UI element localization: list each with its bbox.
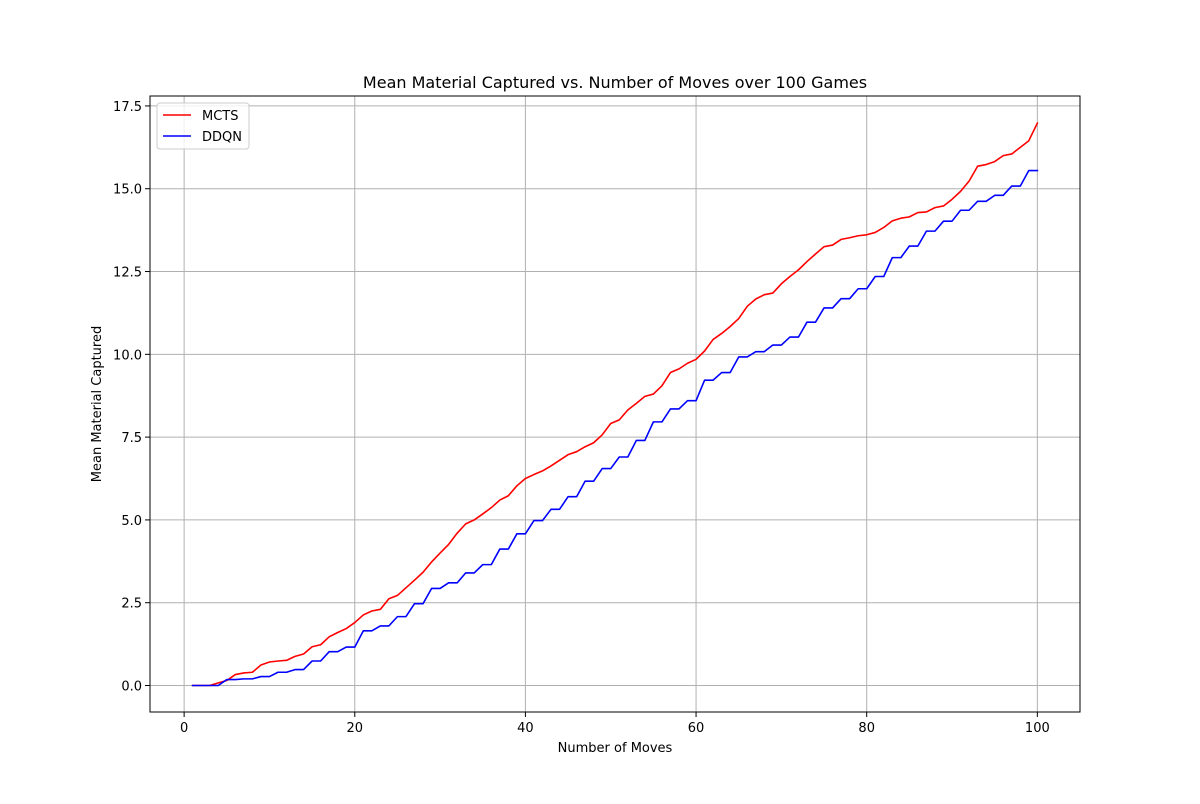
y-axis-label: Mean Material Captured (90, 326, 105, 482)
y-tick-label: 10.0 (113, 348, 142, 363)
legend-label-mcts: MCTS (202, 109, 239, 124)
x-axis-ticks: 0 20 40 60 80 100 (180, 712, 1050, 736)
series-line-ddqn (191, 169, 1039, 687)
y-tick-label: 15.0 (113, 183, 142, 198)
legend: MCTS DDQN (156, 102, 250, 150)
plot-area-frame (149, 95, 1081, 713)
y-axis-ticks: 0.0 2.5 5.0 7.5 10.0 12.5 15.0 17.5 (113, 100, 150, 695)
y-tick-label: 7.5 (121, 431, 142, 446)
series-line-mcts (191, 122, 1039, 687)
chart-title: Mean Material Captured vs. Number of Mov… (363, 73, 867, 92)
x-tick-label: 40 (517, 721, 534, 736)
legend-label-ddqn: DDQN (202, 130, 242, 145)
x-tick-label: 100 (1025, 721, 1050, 736)
x-tick-label: 20 (346, 721, 363, 736)
y-tick-label: 0.0 (121, 680, 142, 695)
legend-entries: MCTS DDQN (163, 109, 242, 145)
x-axis-label: Number of Moves (558, 741, 673, 756)
y-tick-label: 2.5 (121, 597, 142, 612)
series-lines (191, 122, 1039, 687)
x-tick-label: 0 (180, 721, 188, 736)
y-tick-label: 5.0 (121, 514, 142, 529)
x-tick-label: 60 (688, 721, 705, 736)
y-tick-label: 17.5 (113, 100, 142, 115)
y-tick-label: 12.5 (113, 266, 142, 281)
x-tick-label: 80 (858, 721, 875, 736)
grid (150, 96, 1080, 712)
